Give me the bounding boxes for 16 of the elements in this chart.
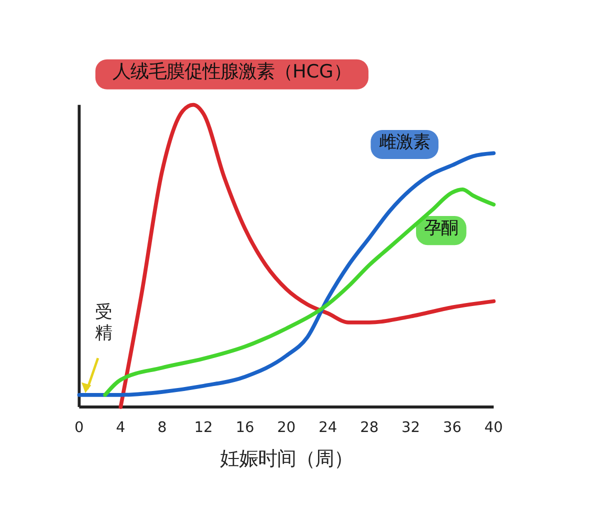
text: 人绒毛膜促性腺激素（HCG） xyxy=(112,62,352,83)
x-tick-label: 40 xyxy=(484,420,503,436)
x-tick-label: 20 xyxy=(277,420,296,436)
x-tick-label: 28 xyxy=(360,420,379,436)
series-label: 雌激素 xyxy=(379,132,430,152)
x-tick-label: 32 xyxy=(402,420,420,436)
x-tick-label: 4 xyxy=(116,420,126,436)
x-tick-label: 8 xyxy=(157,420,167,436)
x-tick-label: 24 xyxy=(318,420,338,436)
x-tick-label: 16 xyxy=(236,420,254,436)
x-tick-label: 12 xyxy=(194,420,213,436)
series-label: 孕酮 xyxy=(424,218,458,238)
annotation: 受精 xyxy=(95,302,112,344)
x-tick-label: 0 xyxy=(74,420,84,436)
x-tick-label: 36 xyxy=(442,420,462,436)
x-axis-title: 妊娠时间（周） xyxy=(220,447,353,470)
